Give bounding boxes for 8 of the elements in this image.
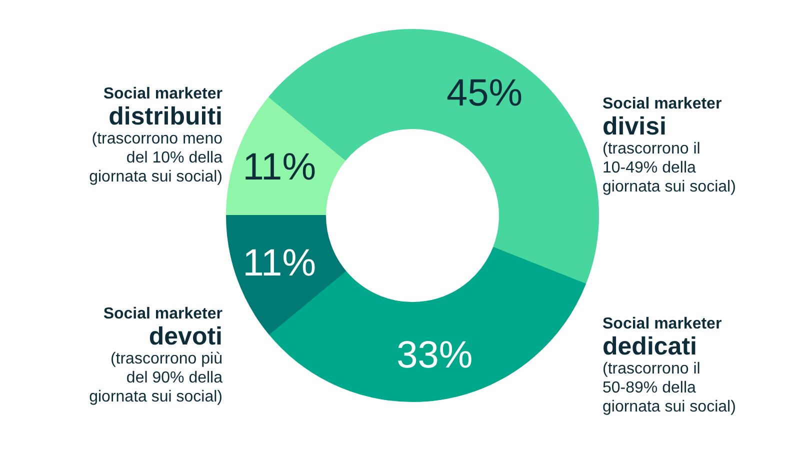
slice-label: Social marketer divisi (trascorrono il 10-49% della giornata sui social) <box>602 96 736 196</box>
slice-label: Social marketer dedicati (trascorrono il 50-89% della giornata sui social) <box>602 316 736 416</box>
slice-label: Social marketer distribuiti (trascorrono meno del 10% della giornata sui social) <box>89 86 223 186</box>
data-label: 11% <box>242 146 316 189</box>
slice-label: Social marketer devoti (trascorrono più del 90% della giornata sui social) <box>89 306 223 406</box>
data-label: 33% <box>396 334 473 376</box>
data-label: 45% <box>446 72 523 115</box>
data-label: 11% <box>242 242 316 284</box>
